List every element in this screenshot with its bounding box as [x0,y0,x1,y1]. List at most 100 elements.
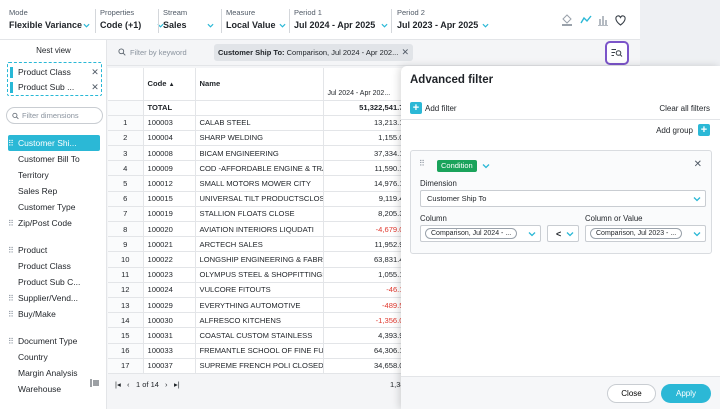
dimension-item[interactable]: Customer Type [8,199,100,215]
keyword-filter-input[interactable]: Filter by keyword [130,48,187,57]
chip-marker [10,66,13,78]
dimension-item[interactable]: Warehouse [8,381,100,397]
table-row[interactable]: 1 100003 CALAB STEEL 13,213.1 [108,115,409,131]
column-select[interactable]: Comparison, Jul 2024 - ... [420,225,541,242]
close-button[interactable]: Close [607,384,656,403]
code-header[interactable]: Code ▲ [143,68,196,101]
table-row[interactable]: 17 100037 SUPREME FRENCH POLI CLOSED 34,658… [108,358,409,374]
dimension-select[interactable]: Customer Ship To [420,190,706,207]
drag-handle-icon[interactable]: ⠿ [419,159,425,168]
prev-page-icon[interactable]: ‹ [127,380,130,389]
row-index: 12 [108,282,144,298]
dimension-item[interactable]: ⠿ Supplier/Vend... [8,290,100,306]
chevron-down-icon[interactable] [482,162,490,170]
add-filter-button[interactable]: + Add filter [410,102,457,114]
dimension-label: Buy/Make [18,309,56,319]
dimension-item[interactable]: Customer Bill To [8,151,100,167]
row-index: 13 [108,297,144,314]
close-icon[interactable]: ✕ [91,81,99,92]
table-row[interactable]: 4 100009 COD -AFFORDABLE ENGINE & TRA 11,59… [108,160,409,177]
dimension-item[interactable]: ⠿ Zip/Post Code [8,215,100,231]
name-header-label: Name [199,79,221,89]
name-cell: EVERYTHING AUTOMOTIVE [195,297,324,314]
period1-select[interactable]: Period 1 Jul 2024 - Apr 2025 [294,8,390,36]
active-filter-pill[interactable]: Customer Ship To: Comparison, Jul 2024 -… [214,44,413,61]
last-page-icon[interactable]: ▸| [174,380,180,389]
next-page-icon[interactable]: › [165,380,168,389]
period1-value: Jul 2024 - Apr 2025 [294,20,376,30]
clear-all-filters-link[interactable]: Clear all filters [659,104,710,113]
dimension-item[interactable]: Sales Rep [8,183,100,199]
drag-handle-icon[interactable]: ⠿ [8,309,14,319]
period2-select[interactable]: Period 2 Jul 2023 - Apr 2025 [397,8,492,36]
dimension-item[interactable]: ⠿ Buy/Make [8,306,100,322]
value-cell: 4,393.9 [323,327,409,344]
dimension-item[interactable]: Product Sub C... [8,274,100,290]
drag-handle-icon[interactable]: ⠿ [8,245,14,255]
collapse-panel-icon[interactable] [90,378,100,388]
mode-select[interactable]: Mode Flexible Variance [9,8,92,36]
table-row[interactable]: 16 100033 FREMANTLE SCHOOL OF FINE FUR 64,3… [108,343,409,359]
dimension-item[interactable]: Territory [8,167,100,183]
table-row[interactable]: 15 100031 COASTAL CUSTOM STAINLESS 4,393.9 [108,327,409,344]
drag-handle-icon[interactable]: ⠿ [8,218,14,228]
filter-pill-text: Customer Ship To: Comparison, Jul 2024 -… [218,48,398,57]
drag-handle-icon[interactable]: ⠿ [8,293,14,303]
operator-select[interactable]: < [547,225,579,242]
nested-chip[interactable]: Product Class ✕ [10,65,99,79]
advanced-filter-button[interactable] [605,41,629,65]
table-row[interactable]: 6 100015 UNIVERSAL TILT PRODUCTSCLOSEI 9,11… [108,191,409,207]
chevron-down-icon [528,232,536,237]
drag-handle-icon[interactable]: ⠿ [8,336,14,346]
measure-select[interactable]: Measure Local Value [226,8,288,36]
dimension-item-customer-ship-to[interactable]: ⠿ Customer Shi... [8,135,100,151]
page-indicator: 1 of 14 [136,380,159,389]
dimension-item[interactable]: Country [8,349,100,365]
dimension-item[interactable]: ⠿ Product [8,242,100,258]
dimension-item[interactable]: ⠿ Document Type [8,333,100,349]
properties-select[interactable]: Properties Code (+1) [100,8,164,36]
dimension-item[interactable]: Margin Analysis [8,365,100,381]
code-cell: 100030 [143,312,196,329]
dimension-item[interactable]: Product Class [8,258,100,274]
table-row[interactable]: 9 100021 ARCTECH SALES 11,952.9 [108,236,409,253]
advanced-filter-title: Advanced filter [410,74,494,86]
nested-chip[interactable]: Product Sub ... ✕ [10,80,99,94]
advanced-filter-icon [611,49,623,57]
table-row[interactable]: 8 100020 AVIATION INTERIORS LIQUDATI -4,679… [108,221,409,238]
close-icon[interactable]: ✕ [693,159,702,170]
close-icon[interactable]: ✕ [91,66,99,77]
code-cell: 100033 [143,343,196,359]
row-index: 16 [108,343,144,359]
filter-dimensions-field[interactable] [6,107,103,124]
close-icon[interactable]: ✕ [401,47,409,57]
table-row[interactable]: 5 100012 SMALL MOTORS MOWER CITY 14,976.1 [108,175,409,192]
column-or-value-select[interactable]: Comparison, Jul 2023 - ... [585,225,706,242]
code-cell: 100020 [143,221,196,238]
name-header[interactable]: Name [195,68,324,101]
dimension-label: Product Sub C... [18,277,81,287]
bar-chart-icon[interactable] [597,13,609,27]
table-row[interactable]: 13 100029 EVERYTHING AUTOMOTIVE -489.5 [108,297,409,314]
table-row[interactable]: 14 100030 ALFRESCO KITCHENS -1,356.0 [108,312,409,329]
heart-icon[interactable] [614,13,627,27]
paint-bucket-icon[interactable] [561,13,573,27]
table-row[interactable]: 2 100004 SHARP WELDING 1,155.0 [108,130,409,147]
stream-select[interactable]: Stream Sales [163,8,218,36]
filter-dimensions-input[interactable] [22,111,102,120]
table-row[interactable]: 10 100022 LONGSHIP ENGINEERING & FABRIC 63,… [108,251,409,268]
search-icon [12,112,19,119]
apply-button[interactable]: Apply [661,384,711,403]
table-row[interactable]: 11 100023 OLYMPUS STEEL & SHOPFITTINGS 1,05… [108,267,409,283]
line-chart-icon[interactable] [580,13,592,27]
period-header[interactable]: Jul 2024 - Apr 202... [323,68,409,101]
drag-handle-icon[interactable]: ⠿ [8,138,14,148]
dimension-label: Country [18,352,48,362]
table-row[interactable]: 7 100019 STALLION FLOATS CLOSE 8,205.3 [108,206,409,223]
add-group-button[interactable]: Add group + [656,124,710,136]
first-page-icon[interactable]: |◂ [115,380,121,389]
table-row[interactable]: 3 100008 BICAM ENGINEERING 37,334.1 [108,145,409,162]
table-row[interactable]: 12 100024 VULCORE FITOUTS -46.1 [108,282,409,298]
value-cell: 14,976.1 [323,175,409,192]
name-cell: VULCORE FITOUTS [195,282,324,298]
